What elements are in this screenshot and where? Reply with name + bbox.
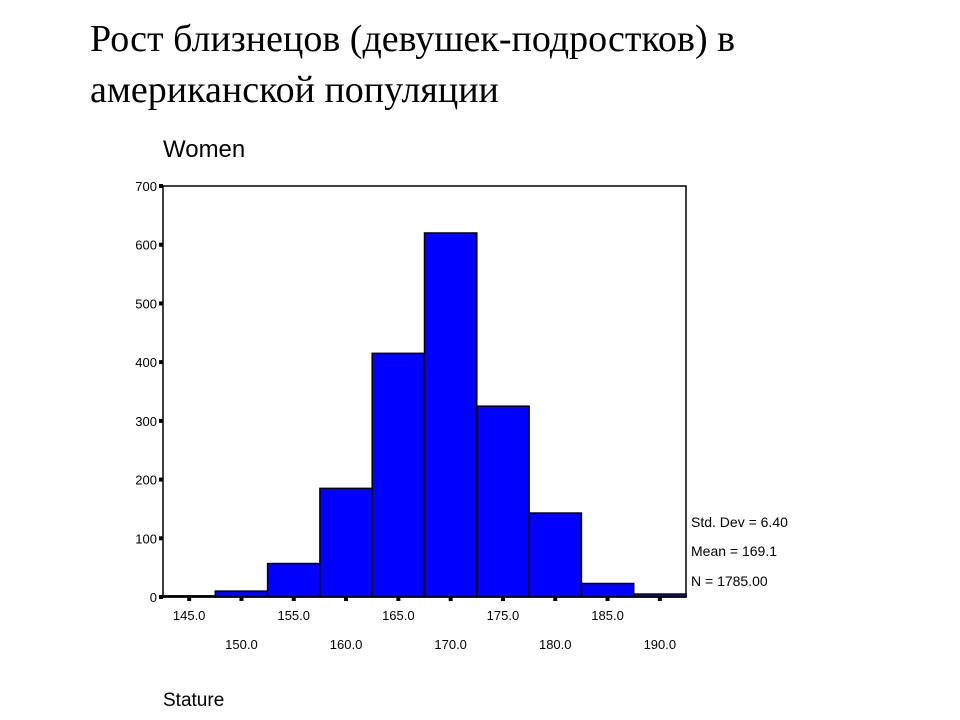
x-tick-mark-165.0 [396, 597, 401, 601]
y-tick-mark-300 [159, 418, 163, 423]
stat-n: N = 1785.00 [691, 573, 768, 589]
y-tick-mark-600 [159, 242, 163, 247]
histogram-bar-170.0 [423, 232, 478, 598]
x-tick-label-190.0: 190.0 [644, 637, 677, 652]
y-tick-mark-200 [159, 477, 163, 482]
y-ticks-layer: 0 100 200 300 400 500 600 700 [135, 179, 163, 605]
x-tick-mark-150.0 [239, 597, 244, 601]
histogram-bar-165.0 [371, 352, 426, 598]
y-tick-mark-0 [159, 595, 163, 599]
y-tick-label-400: 400 [135, 355, 157, 370]
chart-title: Women [163, 136, 245, 163]
bars-layer [162, 232, 687, 598]
y-tick-label-200: 200 [135, 473, 157, 488]
slide-title: Рост близнецов (девушек-подростков) в ам… [90, 14, 890, 116]
y-tick-mark-700 [159, 184, 163, 188]
x-tick-label-155.0: 155.0 [277, 608, 310, 623]
x-tick-label-165.0: 165.0 [382, 608, 415, 623]
y-tick-mark-100 [159, 536, 163, 541]
stat-std-dev: Std. Dev = 6.40 [691, 514, 788, 530]
x-tick-mark-160.0 [344, 597, 349, 601]
histogram-bar-150.0 [214, 590, 269, 598]
x-tick-mark-155.0 [291, 597, 296, 601]
y-tick-mark-400 [159, 360, 163, 365]
x-tick-mark-190.0 [657, 597, 662, 601]
slide-title-line-1: Рост близнецов (девушек-подростков) в [90, 18, 736, 60]
x-tick-label-160.0: 160.0 [330, 637, 363, 652]
x-ticks-layer: 145.0 155.0 165.0 175.0 185.0 150.0 160.0 170.0… [173, 597, 676, 652]
x-tick-mark-145.0 [187, 597, 192, 601]
histogram-bar-180.0 [528, 512, 583, 598]
x-tick-mark-185.0 [605, 597, 610, 601]
x-tick-label-150.0: 150.0 [225, 637, 258, 652]
histogram-bar-175.0 [476, 405, 530, 598]
x-tick-mark-180.0 [553, 597, 558, 601]
x-tick-label-145.0: 145.0 [173, 608, 206, 623]
x-tick-label-175.0: 175.0 [487, 608, 520, 623]
histogram-bar-160.0 [319, 487, 373, 598]
y-tick-label-500: 500 [135, 296, 157, 311]
x-tick-mark-170.0 [448, 597, 453, 601]
x-tick-label-180.0: 180.0 [539, 637, 572, 652]
axes-layer [162, 185, 687, 598]
plot-frame [162, 185, 687, 598]
y-tick-label-600: 600 [135, 238, 157, 253]
y-tick-label-300: 300 [135, 414, 157, 429]
y-tick-label-0: 0 [150, 590, 157, 605]
y-tick-label-100: 100 [135, 531, 157, 546]
slide-title-line-2: американской популяции [90, 69, 499, 111]
x-axis-label: Stature [163, 690, 224, 711]
x-tick-label-170.0: 170.0 [434, 637, 467, 652]
stat-mean: Mean = 169.1 [691, 543, 777, 559]
x-tick-mark-175.0 [500, 597, 505, 601]
x-tick-label-185.0: 185.0 [591, 608, 624, 623]
histogram-bar-185.0 [580, 582, 635, 598]
y-tick-label-700: 700 [135, 179, 157, 194]
histogram-bar-155.0 [266, 562, 321, 598]
y-tick-mark-500 [159, 301, 163, 306]
